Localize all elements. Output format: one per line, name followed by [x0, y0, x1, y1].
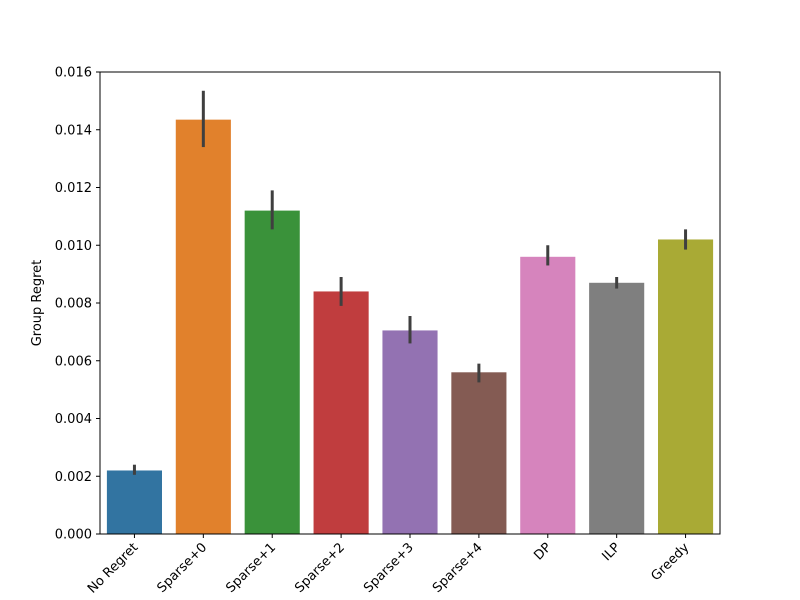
y-axis-label: Group Regret: [30, 260, 45, 347]
x-tick-label-6: DP: [531, 540, 554, 563]
x-tick-label-8: Greedy: [648, 540, 692, 584]
y-tick-label-3: 0.006: [55, 354, 92, 369]
bar-7: [589, 282, 645, 534]
y-tick-label-1: 0.002: [55, 470, 92, 485]
x-axis: No Regret Sparse+0 Sparse+1 Sparse+2 Sparse+…: [85, 534, 693, 597]
bar-1: [175, 119, 231, 535]
x-tick-label-4: Sparse+3: [361, 540, 417, 596]
y-axis: 0.000 0.002 0.004 0.006 0.008 0.010 0.012 0.014…: [55, 66, 100, 543]
bar-3: [313, 291, 369, 534]
x-tick-label-0: No Regret: [85, 540, 141, 596]
x-tick-label-7: ILP: [600, 540, 624, 564]
bar-4: [382, 330, 438, 534]
x-tick-label-1: Sparse+0: [154, 540, 210, 596]
plot-frame: [99, 71, 721, 535]
error-bars-group: [132, 90, 688, 475]
y-tick-label-7: 0.014: [55, 123, 92, 138]
y-tick-label-8: 0.016: [55, 66, 92, 81]
bar-8: [658, 239, 714, 534]
y-tick-label-0: 0.000: [55, 528, 92, 543]
bar-6: [520, 256, 576, 534]
y-tick-label-6: 0.012: [55, 181, 92, 196]
x-tick-label-3: Sparse+2: [292, 540, 348, 596]
x-tick-label-2: Sparse+1: [223, 540, 279, 596]
bars-group: [106, 119, 714, 535]
bar-2: [244, 210, 300, 534]
y-tick-label-5: 0.010: [55, 239, 92, 254]
x-tick-label-5: Sparse+4: [430, 540, 486, 596]
bar-0: [106, 470, 162, 534]
y-tick-label-2: 0.004: [55, 412, 92, 427]
bar-5: [451, 372, 507, 534]
y-tick-label-4: 0.008: [55, 297, 92, 312]
